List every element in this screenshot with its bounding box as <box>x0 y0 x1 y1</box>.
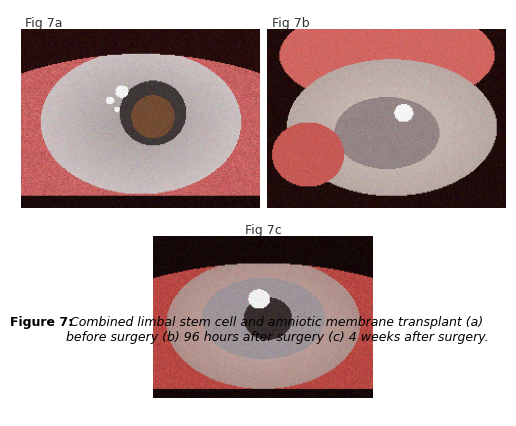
Text: Fig 7a: Fig 7a <box>25 17 63 30</box>
Text: Combined limbal stem cell and amniotic membrane transplant (a) before surgery (b: Combined limbal stem cell and amniotic m… <box>66 315 489 343</box>
Text: Fig 7b: Fig 7b <box>272 17 310 30</box>
Text: Figure 7:: Figure 7: <box>10 315 73 328</box>
Text: Fig 7c: Fig 7c <box>245 224 282 236</box>
